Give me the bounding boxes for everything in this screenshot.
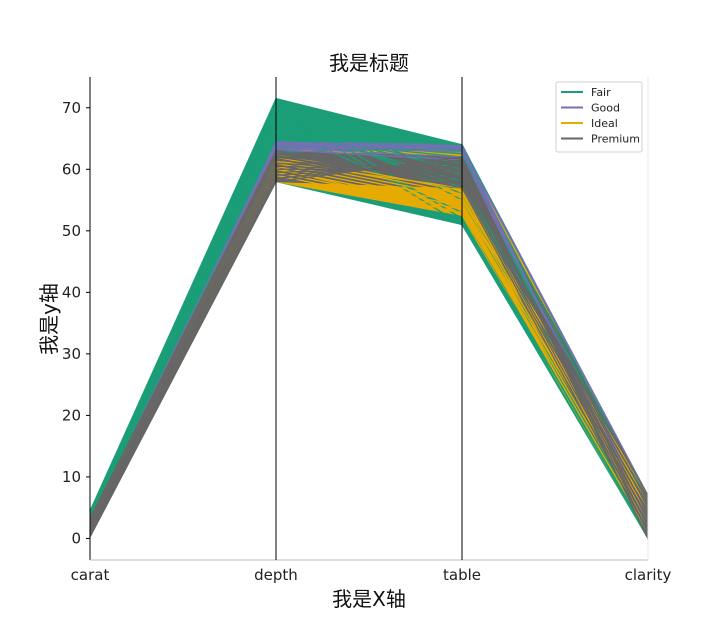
series-lines: [89, 98, 649, 539]
line-premium-11: [89, 155, 649, 519]
legend: Fair Good Ideal Premium: [555, 81, 643, 153]
y-tick-label-0: 0: [71, 529, 81, 547]
legend-label-fair: Fair: [591, 86, 611, 99]
y-tick-label-60: 60: [62, 160, 81, 178]
x-tick-label-table: table: [443, 566, 481, 584]
y-tick-label-70: 70: [62, 99, 81, 117]
y-tick-label-40: 40: [62, 283, 81, 301]
y-tick-label-30: 30: [62, 345, 81, 363]
legend-label-good: Good: [591, 102, 620, 115]
y-axis-title: 我是y轴: [37, 283, 61, 355]
x-tick-label-carat: carat: [71, 566, 110, 584]
x-axis-title: 我是X轴: [332, 587, 406, 611]
line-good-5: [89, 142, 649, 522]
axes: 0 10 20 30 40 50 60 70 carat depth table clarity: [62, 77, 672, 584]
y-tick-label-20: 20: [62, 406, 81, 424]
legend-box: [555, 81, 643, 153]
x-tick-label-clarity: clarity: [625, 566, 672, 584]
y-tick-label-50: 50: [62, 222, 81, 240]
y-tick-label-10: 10: [62, 468, 81, 486]
chart-title: 我是标题: [329, 51, 409, 75]
legend-label-ideal: Ideal: [591, 117, 618, 130]
legend-label-premium: Premium: [591, 133, 640, 146]
x-tick-label-depth: depth: [254, 566, 298, 584]
series-bands: [89, 97, 649, 541]
